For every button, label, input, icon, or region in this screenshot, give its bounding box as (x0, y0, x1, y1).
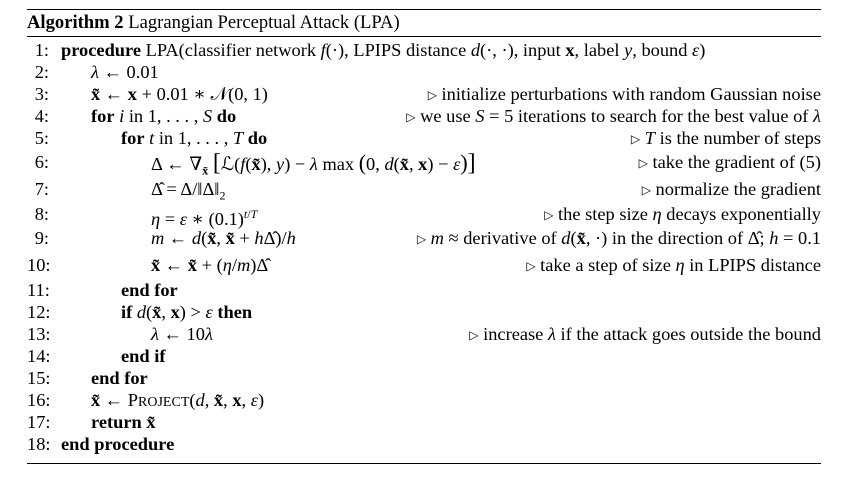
line-code: end if (121, 346, 166, 366)
line-code: if d(x̃, x) > ε then (121, 302, 253, 322)
algo-line-14: 14: end if (27, 345, 821, 367)
algo-line-10: 10: x̃ ← x̃ + (η/m)Δ̂ ▷ take a step of s… (27, 252, 821, 279)
line-comment: ▷ take a step of size η in LPIPS distanc… (526, 255, 821, 275)
line-code: η = ε ∗ (0.1)t/T (151, 207, 258, 230)
line-code: x̃ ← x̃ + (η/m)Δ̂ (151, 255, 269, 275)
algo-line-1: 1: procedure LPA(classifier network f(·)… (27, 39, 821, 61)
line-code: Δ̂ = Δ/‖Δ‖2 (151, 179, 226, 203)
line-number: 6: (34, 152, 49, 172)
line-comment: ▷ take the gradient of (5) (638, 152, 821, 172)
line-code: end for (91, 368, 148, 388)
algo-line-5: 5: for t in 1, . . . , T do ▷ T is the n… (27, 127, 821, 149)
line-comment: ▷ m ≈ derivative of d(x̃, ·) in the dire… (416, 228, 821, 248)
caption-label: Algorithm 2 (27, 12, 124, 33)
line-number: 15: (27, 368, 51, 388)
algorithm-block: Algorithm 2 Lagrangian Perceptual Attack… (27, 9, 821, 455)
line-code: λ ← 10λ (151, 324, 213, 344)
algorithm-lines: 1: procedure LPA(classifier network f(·)… (27, 39, 821, 455)
line-code: Δ ← ∇x̃ [ℒ(f(x̃), y) − λ max (0, d(x̃, x… (151, 150, 476, 178)
algo-line-8: 8: η = ε ∗ (0.1)t/T ▷ the step size η de… (27, 203, 821, 229)
line-comment: ▷ initialize perturbations with random G… (427, 84, 821, 104)
line-comment: ▷ normalize the gradient (641, 179, 821, 199)
line-number: 17: (27, 412, 51, 432)
line-number: 1: (34, 40, 49, 60)
line-number: 14: (27, 346, 51, 366)
line-code: λ ← 0.01 (91, 62, 159, 82)
line-code: return x̃ (91, 412, 156, 432)
algo-line-18: 18: end procedure (27, 433, 821, 455)
algo-line-11: 11: end for (27, 279, 821, 301)
line-code: for i in 1, . . . , S do (91, 106, 237, 126)
line-number: 4: (34, 106, 49, 126)
line-number: 5: (34, 128, 49, 148)
algo-line-6: 6: Δ ← ∇x̃ [ℒ(f(x̃), y) − λ max (0, d(x̃… (27, 149, 821, 178)
line-code: x̃ ← x + 0.01 ∗ 𝒩(0, 1) (91, 84, 268, 104)
algo-line-9: 9: m ← d(x̃, x̃ + hΔ̂)/h ▷ m ≈ derivativ… (27, 225, 821, 252)
line-code: for t in 1, . . . , T do (121, 128, 268, 148)
algo-line-12: 12: if d(x̃, x) > ε then (27, 301, 821, 323)
algo-line-15: 15: end for (27, 367, 821, 389)
algo-line-2: 2: λ ← 0.01 (27, 61, 821, 83)
line-number: 8: (34, 204, 49, 224)
line-comment: ▷ T is the number of steps (630, 128, 821, 148)
algo-line-17: 17: return x̃ (27, 411, 821, 433)
line-number: 2: (34, 62, 49, 82)
line-code: m ← d(x̃, x̃ + hΔ̂)/h (151, 228, 296, 248)
line-number: 3: (34, 84, 49, 104)
algorithm-caption: Algorithm 2 Lagrangian Perceptual Attack… (27, 10, 821, 36)
top-rule (27, 9, 821, 10)
line-number: 7: (34, 179, 49, 199)
line-comment: ▷ increase λ if the attack goes outside … (469, 324, 821, 344)
line-number: 11: (27, 280, 50, 300)
line-number: 16: (27, 390, 51, 410)
line-number: 13: (27, 324, 51, 344)
line-number: 9: (34, 228, 49, 248)
line-comment: ▷ we use S = 5 iterations to search for … (406, 106, 821, 126)
bottom-rule (27, 463, 821, 464)
algo-line-16: 16: x̃ ← PROJECT(d, x̃, x, ε) (27, 389, 821, 411)
line-number: 18: (27, 434, 51, 454)
caption-rule (27, 36, 821, 37)
line-number: 12: (27, 302, 51, 322)
caption-title: Lagrangian Perceptual Attack (LPA) (128, 12, 400, 33)
algo-line-4: 4: for i in 1, . . . , S do ▷ we use S =… (27, 105, 821, 127)
line-number: 10: (27, 255, 51, 275)
algo-line-7: 7: Δ̂ = Δ/‖Δ‖2 ▷ normalize the gradient (27, 176, 821, 203)
algo-line-13: 13: λ ← 10λ ▷ increase λ if the attack g… (27, 323, 821, 345)
line-code: end procedure (61, 434, 175, 454)
algo-line-3: 3: x̃ ← x + 0.01 ∗ 𝒩(0, 1) ▷ initialize … (27, 83, 821, 105)
line-comment: ▷ the step size η decays exponentially (544, 204, 821, 224)
line-code: end for (121, 280, 178, 300)
line-code: x̃ ← PROJECT(d, x̃, x, ε) (91, 390, 265, 410)
line-code: procedure LPA(classifier network f(·), L… (61, 40, 706, 60)
